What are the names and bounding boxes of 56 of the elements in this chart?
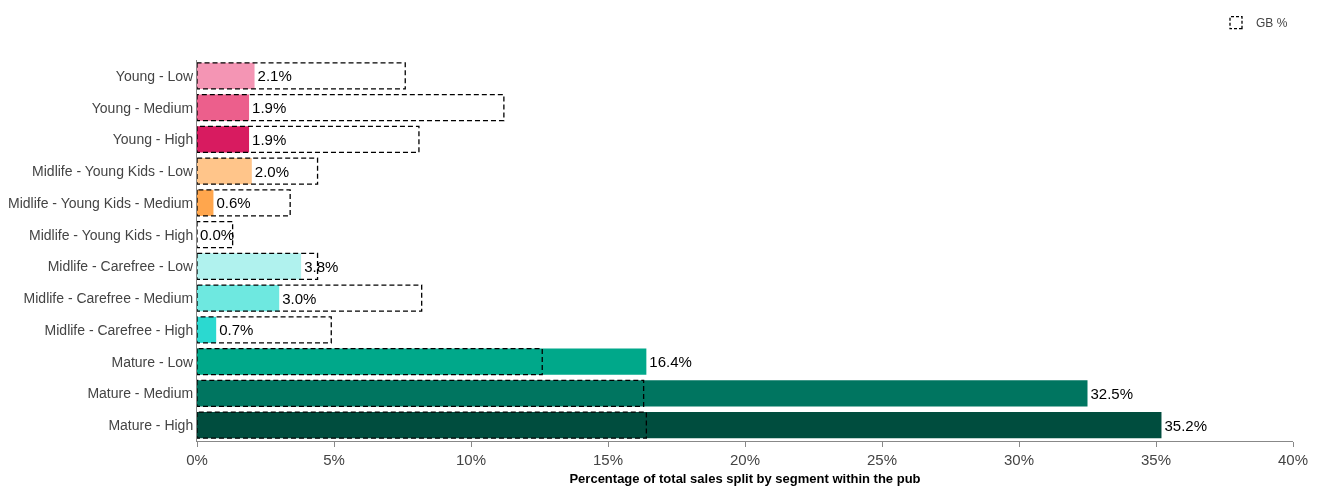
x-tick-label: 15% <box>592 451 624 468</box>
bar <box>197 126 250 153</box>
y-tick-label: Midlife - Young Kids - High <box>29 226 194 243</box>
legend-label: GB % <box>1256 16 1288 31</box>
bar <box>197 316 217 343</box>
y-tick-label: Mature - Low <box>111 353 195 370</box>
x-tick-label: 0% <box>186 451 208 468</box>
y-tick-label: Midlife - Carefree - High <box>44 321 194 338</box>
y-tick-label: Midlife - Young Kids - Medium <box>8 194 194 211</box>
y-tick-label: Midlife - Carefree - Low <box>47 258 195 275</box>
y-tick-label: Young - Medium <box>91 99 194 116</box>
data-label: 2.0% <box>254 162 289 180</box>
data-label: 1.9% <box>252 130 287 148</box>
x-tick-label: 10% <box>455 451 487 468</box>
x-tick-label: 5% <box>323 451 345 468</box>
bar <box>197 158 252 185</box>
x-axis-title: Percentage of total sales split by segment within the pub <box>569 470 921 486</box>
data-label: 1.9% <box>252 99 287 117</box>
bar <box>197 125 420 154</box>
data-label: 35.2% <box>1164 416 1208 434</box>
bar <box>197 285 280 312</box>
y-tick-label: Midlife - Carefree - Medium <box>23 290 194 307</box>
data-label: 3.8% <box>304 257 339 275</box>
y-tick-label: Mature - High <box>108 417 194 434</box>
bar <box>197 380 1088 407</box>
y-tick-label: Young - Low <box>115 67 195 84</box>
x-tick-label: 35% <box>1140 451 1172 468</box>
x-tick-label: 20% <box>729 451 761 468</box>
bar <box>197 189 291 217</box>
bar <box>197 316 332 344</box>
bar <box>197 157 319 185</box>
bar <box>197 62 406 90</box>
x-tick-label: 30% <box>1003 451 1035 468</box>
bar <box>197 253 302 280</box>
data-label: 0.0% <box>200 226 235 244</box>
data-label: 3.0% <box>282 289 317 307</box>
data-label: 32.5% <box>1090 384 1134 402</box>
bar <box>197 94 250 121</box>
y-tick-label: Young - High <box>112 131 194 148</box>
data-label: 0.6% <box>216 194 251 212</box>
data-label: 16.4% <box>649 353 692 371</box>
bar <box>197 411 648 439</box>
data-label: 2.1% <box>257 67 292 85</box>
bar <box>197 93 505 122</box>
bar <box>197 412 1162 439</box>
y-tick-label: Midlife - Young Kids - Low <box>32 163 195 180</box>
bar <box>197 284 423 312</box>
x-tick-label: 40% <box>1277 451 1309 468</box>
bar <box>197 220 234 249</box>
bar <box>197 347 543 376</box>
y-tick-label: Mature - Medium <box>87 385 194 402</box>
bar <box>197 62 255 89</box>
data-label: 0.7% <box>219 321 254 339</box>
bar <box>197 348 647 375</box>
bar <box>197 379 645 408</box>
x-tick-label: 25% <box>866 451 898 468</box>
